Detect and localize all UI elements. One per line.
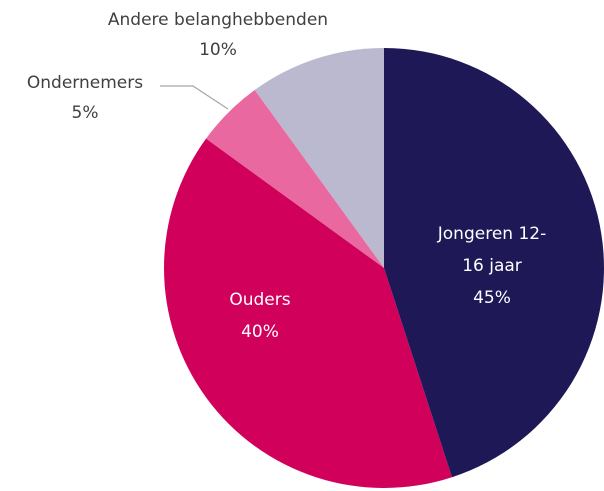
slice-label: Ouders 40% [205,284,315,348]
slice [206,90,384,268]
category-label: Ondernemers [26,73,144,93]
value-label: 10% [199,40,237,60]
value-label: 40% [241,322,279,342]
value-label: 45% [473,288,511,308]
slice-label: Ondernemers 5% [10,68,160,128]
category-label: Andere belanghebbenden [107,10,329,30]
value-label: 5% [71,103,99,123]
leader-line [160,85,229,110]
slice [164,138,452,488]
category-label: Ouders [229,290,291,310]
slice [384,48,604,478]
category-label: Jongeren 12-16 jaar [437,224,547,276]
slice-label: Jongeren 12-16 jaar 45% [437,218,547,314]
slice [254,48,384,268]
slice-label: Andere belanghebbenden 10% [68,5,368,65]
